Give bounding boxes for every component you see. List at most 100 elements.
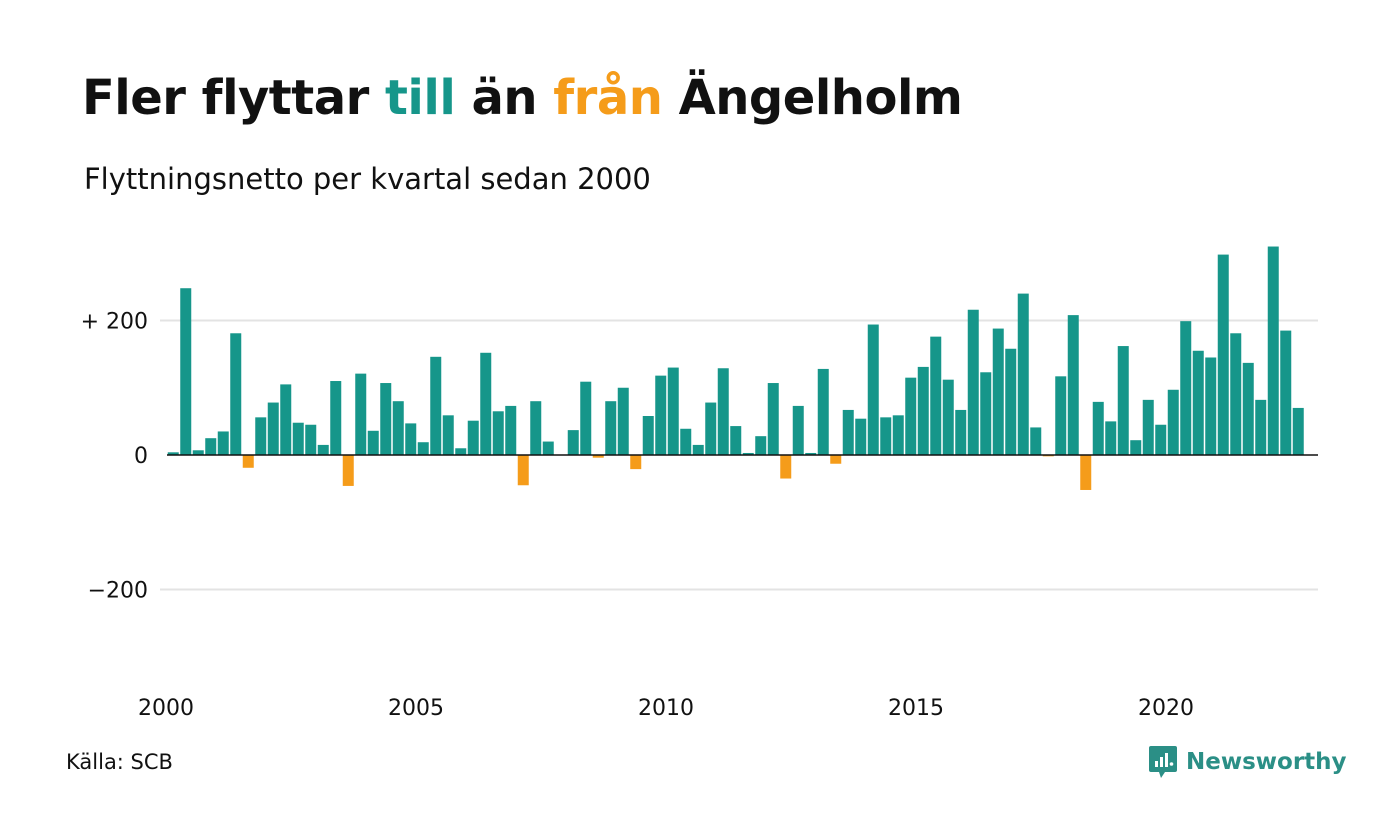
bar <box>655 375 667 455</box>
bar <box>580 381 592 455</box>
bar <box>617 387 629 455</box>
bar <box>530 401 542 455</box>
bar <box>317 444 329 455</box>
bar <box>1080 455 1092 490</box>
bar <box>917 366 929 455</box>
source-note: Källa: SCB <box>66 750 173 774</box>
bar <box>180 288 192 455</box>
bar <box>955 409 967 455</box>
bar <box>1192 350 1204 455</box>
bar <box>1005 348 1017 455</box>
tick-labels: + 200 0 −200 2000 2005 2010 2015 2020 <box>81 310 1194 722</box>
newsworthy-logo-icon <box>1149 746 1177 778</box>
bar <box>405 423 417 455</box>
bar <box>217 431 229 455</box>
title-suffix: Ängelholm <box>662 70 963 126</box>
bar <box>167 452 179 455</box>
bar-chart: + 200 0 −200 2000 2005 2010 2015 2020 <box>81 246 1318 722</box>
bar <box>692 444 704 455</box>
bar <box>1155 424 1167 455</box>
x-tick-label: 2020 <box>1138 696 1194 721</box>
bar <box>355 373 367 455</box>
bar <box>517 455 529 486</box>
bar <box>1105 421 1117 456</box>
bar <box>605 401 617 455</box>
bar <box>230 333 242 455</box>
x-tick-label: 2010 <box>638 696 694 721</box>
bar <box>880 417 892 455</box>
bar <box>767 383 779 455</box>
bar <box>442 415 454 455</box>
bar <box>667 367 679 455</box>
bar <box>1092 401 1104 455</box>
bar <box>1267 246 1279 455</box>
bar <box>467 420 479 455</box>
bar <box>992 328 1004 455</box>
bar <box>305 424 317 455</box>
bar <box>892 415 904 455</box>
bar <box>1130 440 1142 455</box>
bar <box>255 417 267 455</box>
bar <box>755 436 767 455</box>
bar <box>967 309 979 455</box>
bar <box>942 379 954 455</box>
bar <box>542 441 554 455</box>
brand-logo[interactable]: Newsworthy <box>1148 744 1347 780</box>
bar <box>1117 346 1129 455</box>
bars <box>167 246 1304 490</box>
bar <box>1230 333 1242 455</box>
y-tick-label: 0 <box>134 444 148 469</box>
y-tick-label: + 200 <box>81 310 148 335</box>
bar <box>730 426 742 455</box>
title-highlight-in: till <box>384 70 456 126</box>
bar <box>980 372 992 455</box>
bar <box>417 442 429 455</box>
bar <box>855 418 867 455</box>
bar <box>792 405 804 455</box>
bar <box>367 430 379 455</box>
bar <box>1180 321 1192 455</box>
bar <box>455 448 467 455</box>
bar <box>292 422 304 455</box>
bar <box>492 411 504 455</box>
bar <box>1142 399 1154 455</box>
grid-lines <box>160 319 1318 591</box>
chart-title: Fler flyttar till än från Ängelholm <box>82 70 963 126</box>
bar <box>1255 399 1267 455</box>
bar <box>830 455 842 464</box>
bar <box>392 401 404 455</box>
bar <box>1055 376 1067 455</box>
bar <box>280 384 292 455</box>
bar <box>480 352 492 455</box>
bar <box>505 405 517 455</box>
bar <box>1280 330 1292 455</box>
bar <box>342 455 354 486</box>
bar <box>1067 315 1079 455</box>
title-middle: än <box>455 70 554 126</box>
bar <box>567 430 579 455</box>
bar <box>705 402 717 455</box>
bar <box>1030 427 1042 455</box>
y-tick-label: −200 <box>88 579 148 604</box>
bar <box>780 455 792 479</box>
bar <box>1017 293 1029 455</box>
bar <box>592 455 604 458</box>
bar <box>192 450 204 455</box>
bar <box>642 416 654 456</box>
chart-subtitle: Flyttningsnetto per kvartal sedan 2000 <box>84 162 651 196</box>
bar <box>742 452 754 455</box>
brand-name: Newsworthy <box>1186 749 1347 775</box>
bar <box>817 368 829 455</box>
bar <box>905 377 917 455</box>
bar <box>430 356 442 455</box>
bar <box>1205 357 1217 455</box>
bar <box>1242 362 1254 455</box>
bar <box>1167 389 1179 455</box>
bar <box>205 438 217 455</box>
bar <box>867 324 879 455</box>
bar <box>680 428 692 455</box>
x-tick-label: 2000 <box>138 696 194 721</box>
bar <box>1217 254 1229 455</box>
bar <box>330 381 342 455</box>
bar <box>630 455 642 470</box>
